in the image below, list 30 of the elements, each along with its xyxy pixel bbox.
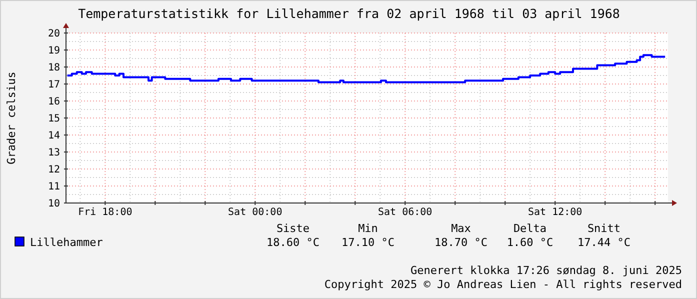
y-tick-label: 11 bbox=[48, 182, 60, 192]
y-tick-label: 19 bbox=[48, 46, 60, 56]
y-tick-label: 20 bbox=[48, 28, 60, 40]
text: 18.70 °C bbox=[434, 236, 488, 249]
chart-title: Temperaturstatistikk for Lillehammer fra 02 april 1968 til 03 april 1968 bbox=[78, 6, 620, 21]
y-tick-label: 12 bbox=[48, 164, 60, 176]
text: Snitt bbox=[587, 222, 621, 235]
y-tick-label: 14 bbox=[48, 130, 60, 142]
text: Min bbox=[358, 222, 378, 235]
y-axis-title: Grader celsius bbox=[5, 72, 18, 164]
text: Generert klokka 17:26 søndag 8. juni 2025 bbox=[410, 264, 682, 277]
x-tick-label: Sat 06:00 bbox=[378, 207, 432, 218]
text: Siste bbox=[276, 222, 310, 235]
y-tick-label: 17 bbox=[48, 80, 60, 90]
text: Delta bbox=[513, 222, 547, 235]
y-tick-label: 16 bbox=[48, 96, 60, 108]
y-tick-label: 10 bbox=[48, 198, 60, 210]
text: 17.10 °C bbox=[342, 236, 394, 249]
legend-label: Lillehammer bbox=[30, 236, 104, 249]
text: Copyright 2025 © Jo Andreas Lien - All rights reserved bbox=[324, 278, 682, 291]
text: 1.60 °C bbox=[506, 236, 554, 249]
text: 17.44 °C bbox=[578, 236, 630, 249]
y-tick-label: 13 bbox=[48, 148, 60, 158]
text: Max bbox=[451, 222, 472, 235]
x-tick-label: Sat 12:00 bbox=[528, 207, 582, 218]
x-tick-label: Fri 18:00 bbox=[78, 207, 132, 218]
text: 18.60 °C bbox=[266, 236, 320, 249]
y-tick-label: 18 bbox=[48, 62, 60, 74]
y-tick-label: 15 bbox=[48, 114, 60, 124]
x-tick-label: Sat 00:00 bbox=[228, 207, 282, 218]
